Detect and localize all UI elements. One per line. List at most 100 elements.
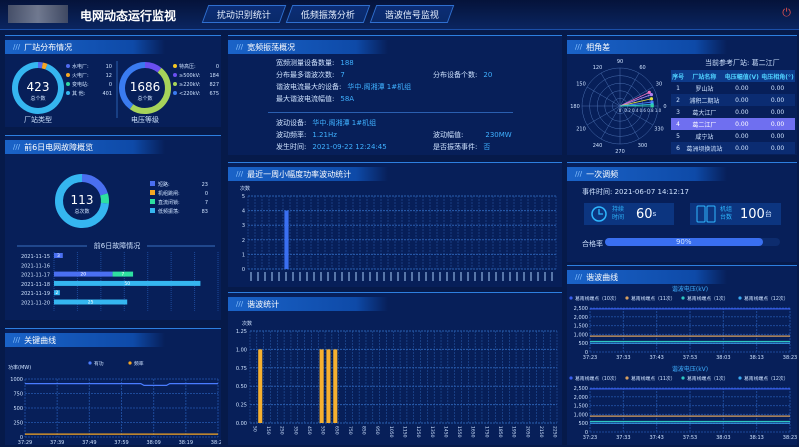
tab-label: 低频振荡分析 xyxy=(300,10,355,21)
table-row[interactable]: 4 葛二江厂 0.00 0.00 xyxy=(671,118,795,130)
bar-label: 25 xyxy=(88,300,94,306)
event-label: 是否振荡事件: xyxy=(433,143,478,151)
polar-spoke xyxy=(600,105,621,140)
x-tick-label: 1350 xyxy=(429,426,435,438)
legend-swatch xyxy=(150,199,155,204)
event-row: 发生时间: 2021-09-22 12:24:45 xyxy=(276,142,387,152)
x-tick-label: 1450 xyxy=(442,426,448,438)
phase-point xyxy=(647,90,651,94)
donut-total-label: 总次数 xyxy=(74,208,89,215)
legend-label: 葛南线端点（12次） xyxy=(744,295,788,302)
header: 电网动态运行监视 扰动识别统计 低频振荡分析 谐波信号监视 ⏻ xyxy=(0,0,799,30)
table-cell: 0.00 xyxy=(723,142,761,154)
y-tick-label: 1.25 xyxy=(236,329,247,335)
radial-label: 0.6 xyxy=(640,108,647,113)
y-tick-label: 0.75 xyxy=(236,366,247,372)
clock-icon xyxy=(591,206,607,222)
x-tick-label: 37:53 xyxy=(683,435,697,441)
x-tick-label: 37:23 xyxy=(583,355,597,361)
info-label: 分布最多谐波次数: xyxy=(276,71,335,79)
harmonic-curve-panel: 谐波曲线 谐波电压(kV) 0 500 1,000 1,500 2,000 2,500 37:… xyxy=(567,265,797,445)
pass-rate-label: 合格率 xyxy=(582,240,603,248)
x-tick-mark xyxy=(488,272,490,281)
y-tick-label: 500 xyxy=(13,406,23,412)
table-row[interactable]: 6 葛洲坝换流站 0.00 0.00 xyxy=(671,142,795,154)
y-tick-label: 4 xyxy=(242,209,245,215)
donut-total: 113 xyxy=(71,193,94,207)
donut-segment xyxy=(55,174,109,228)
y-tick-label: 1,500 xyxy=(574,324,588,330)
bar xyxy=(284,210,289,269)
chart-title: 谐波电压(kV) xyxy=(672,285,708,293)
angle-label: 120 xyxy=(593,65,603,71)
x-tick-label: 38:13 xyxy=(749,355,763,361)
category-label: 2021-11-16 xyxy=(21,263,50,269)
chart-title: 谐波电压(kV) xyxy=(672,365,708,373)
info-value: 7 xyxy=(340,71,345,79)
info-label: 谐波电流最大的设备: xyxy=(276,83,342,91)
series-line xyxy=(25,383,218,386)
y-tick-label: 0.00 xyxy=(236,421,247,427)
info-value: 20 xyxy=(483,71,493,79)
bar xyxy=(319,349,324,423)
column-header: 厂站名称 xyxy=(685,70,724,82)
y-tick-label: 2,500 xyxy=(574,386,588,392)
tab-low-freq[interactable]: 低频振荡分析 xyxy=(285,5,371,23)
key-curve-chart: 功率(MW) 0 250 500 750 1000 37:29 37:39 37:49 37:59… xyxy=(8,360,221,446)
x-tick-label: 37:49 xyxy=(82,440,96,446)
table-row[interactable]: 1 罗山站 0.00 0.00 xyxy=(671,82,795,94)
y-tick-label: 1.00 xyxy=(236,347,247,353)
x-tick-mark xyxy=(355,272,357,281)
event-value: 否 xyxy=(483,143,491,151)
y-tick-label: 500 xyxy=(578,341,588,347)
table-row[interactable]: 5 咸宁站 0.00 0.00 xyxy=(671,130,795,142)
app-title: 电网动态运行监视 xyxy=(80,9,177,23)
legend-label: ≥500kV: xyxy=(179,73,201,79)
table-row[interactable]: 2 浦积二期站 0.00 0.00 xyxy=(671,94,795,106)
event-time-label: 事件时间: xyxy=(582,188,613,196)
y-tick-label: 2 xyxy=(242,238,245,244)
legend-label: <220kV: xyxy=(179,91,201,97)
x-tick-label: 38:13 xyxy=(749,435,763,441)
x-tick-label: 37:39 xyxy=(50,440,64,446)
x-tick-mark xyxy=(537,272,539,281)
x-tick-mark xyxy=(453,272,455,281)
phase-vector xyxy=(619,91,650,107)
category-label: 2021-11-17 xyxy=(21,273,50,279)
info-label: 最大谐波电流幅值: xyxy=(276,95,335,103)
legend-dot xyxy=(173,73,177,77)
duration-card: 持续 时间 60 s xyxy=(584,203,674,225)
event-value: 华中.阁湘潭 1#机组 xyxy=(312,119,377,127)
panel-title: 谐波统计 xyxy=(228,297,388,311)
donut-segment xyxy=(119,62,146,110)
x-tick-label: 37:59 xyxy=(114,440,128,446)
unit-value: 100 xyxy=(740,206,765,222)
x-tick-mark xyxy=(523,272,525,281)
x-tick-mark xyxy=(383,272,385,281)
table-row[interactable]: 3 葛大江厂 0.00 0.00 xyxy=(671,106,795,118)
tab-disturbance[interactable]: 扰动识别统计 xyxy=(201,5,287,23)
donut-total: 423 xyxy=(27,80,50,94)
x-tick-label: 250 xyxy=(279,426,285,435)
angle-label: 240 xyxy=(593,143,603,149)
panel-title: 最近一周小幅度功率波动统计 xyxy=(228,167,388,181)
x-tick-mark xyxy=(257,272,259,281)
x-tick-label: 37:23 xyxy=(583,435,597,441)
angle-label: 90 xyxy=(617,59,623,65)
x-tick-mark xyxy=(502,272,504,281)
panel-title: 一次调频 xyxy=(567,167,727,181)
y-tick-label: 3 xyxy=(242,223,245,229)
divider xyxy=(268,112,513,113)
tab-harmonic[interactable]: 谐波信号监视 xyxy=(369,5,455,23)
donut-caption: 电压等级 xyxy=(131,115,159,124)
fault-panel: 前6日电网故障概览 113总次数短路:23机组跳闸:0直流闭锁:7低频振荡:83… xyxy=(5,135,221,320)
x-tick-mark xyxy=(362,272,364,281)
power-icon[interactable]: ⏻ xyxy=(782,6,791,19)
x-tick-mark xyxy=(278,272,280,281)
y-tick-label: 0.50 xyxy=(236,384,247,390)
legend-dot xyxy=(66,64,70,68)
x-tick-label: 38:19 xyxy=(179,440,193,446)
legend-dot xyxy=(681,376,685,380)
